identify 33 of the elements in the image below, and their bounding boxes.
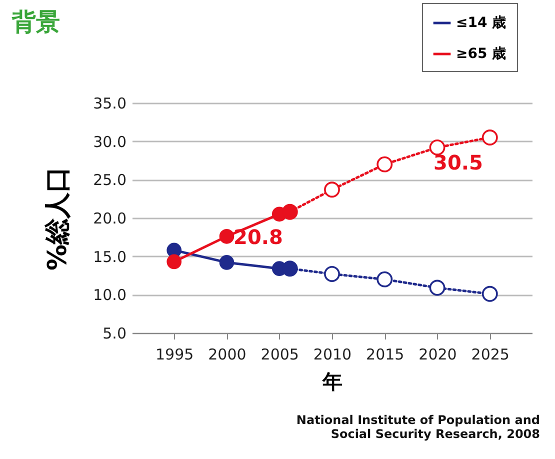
x-tick-label: 2000 bbox=[208, 346, 246, 364]
x-tick-label: 1995 bbox=[156, 346, 194, 364]
point bbox=[429, 140, 446, 156]
x-tick-label: 2015 bbox=[366, 346, 404, 364]
y-tick-label: 20.0 bbox=[93, 210, 126, 228]
point bbox=[166, 254, 182, 270]
y-axis-title: %総人口 bbox=[43, 166, 74, 271]
text: National Institute of Population and Social Security Research, 2008 bbox=[296, 413, 540, 441]
y-tick-label: 10.0 bbox=[93, 286, 126, 304]
x-tick-label: 2020 bbox=[418, 346, 457, 364]
chart-title: 背景 bbox=[11, 8, 60, 36]
data-label: 30.5 bbox=[434, 150, 483, 174]
point bbox=[376, 156, 393, 172]
point bbox=[219, 255, 234, 270]
legend-label: ≤14 歳 bbox=[456, 15, 506, 31]
legend-label: ≥65 歳 bbox=[456, 46, 506, 62]
data-label: 20.8 bbox=[234, 224, 283, 249]
point bbox=[482, 286, 498, 302]
point bbox=[324, 182, 340, 198]
x-tick-label: 2025 bbox=[471, 346, 510, 364]
point bbox=[376, 271, 393, 288]
x-tick-label: 2005 bbox=[260, 346, 299, 364]
point bbox=[429, 280, 446, 296]
x-axis-title: 年 bbox=[322, 370, 342, 394]
point bbox=[219, 229, 234, 244]
point bbox=[324, 266, 340, 282]
y-tick-label: 5.0 bbox=[102, 324, 126, 342]
y-tick-label: 15.0 bbox=[93, 248, 126, 266]
point bbox=[482, 130, 498, 146]
y-tick-label: 35.0 bbox=[93, 94, 126, 112]
x-tick-label: 2010 bbox=[313, 346, 352, 364]
y-tick-label: 25.0 bbox=[93, 171, 126, 190]
y-tick-label: 30.0 bbox=[93, 132, 126, 151]
